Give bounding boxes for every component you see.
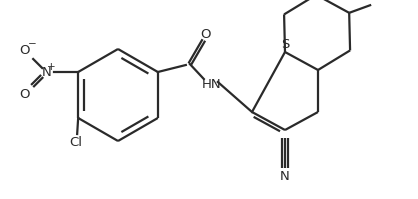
Text: O: O: [19, 88, 29, 100]
Text: N: N: [41, 65, 51, 78]
Text: HN: HN: [202, 77, 222, 91]
Text: N: N: [280, 170, 290, 182]
Text: O: O: [201, 28, 211, 42]
Text: +: +: [47, 62, 56, 72]
Text: S: S: [281, 38, 289, 52]
Text: Cl: Cl: [70, 137, 83, 149]
Text: −: −: [28, 39, 36, 49]
Text: O: O: [19, 44, 29, 57]
